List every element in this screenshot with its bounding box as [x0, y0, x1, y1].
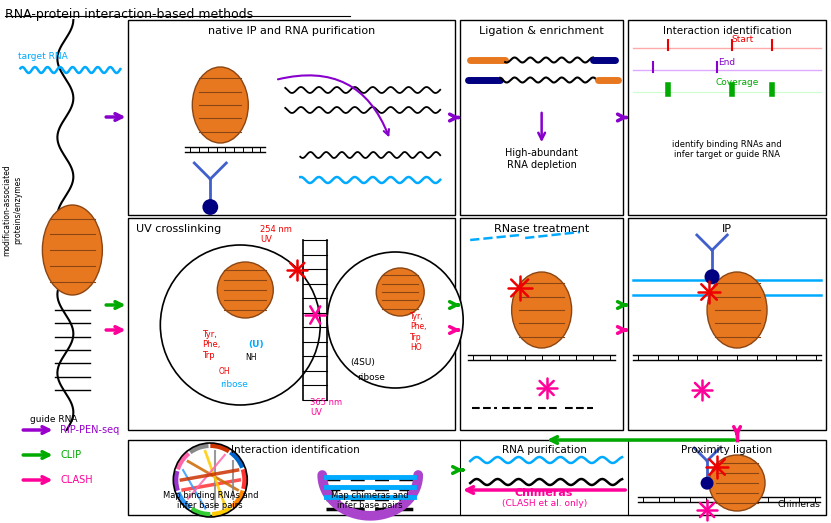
Text: End: End	[719, 58, 735, 67]
Text: (CLASH et al. only): (CLASH et al. only)	[502, 499, 587, 508]
Bar	[628, 20, 826, 215]
Ellipse shape	[217, 262, 273, 318]
Text: UV crosslinking: UV crosslinking	[136, 224, 222, 234]
Circle shape	[327, 252, 463, 388]
Text: Map chimeras and
infer base pairs: Map chimeras and infer base pairs	[332, 491, 409, 510]
Ellipse shape	[376, 268, 424, 316]
Bar	[128, 218, 455, 430]
Circle shape	[203, 200, 218, 214]
Text: Chimeras: Chimeras	[515, 488, 573, 498]
Bar	[460, 218, 623, 430]
Circle shape	[179, 449, 241, 511]
Text: identify binding RNAs and
infer target or guide RNA: identify binding RNAs and infer target o…	[672, 140, 782, 160]
Wedge shape	[190, 507, 210, 517]
Circle shape	[701, 477, 713, 489]
Text: target RNA: target RNA	[18, 52, 68, 61]
Text: Tyr,
Phe,
Trp: Tyr, Phe, Trp	[202, 330, 221, 360]
Text: Interaction identification: Interaction identification	[231, 445, 360, 455]
Wedge shape	[189, 443, 209, 454]
Text: ribose: ribose	[357, 373, 385, 382]
Bar	[460, 20, 623, 215]
Text: RNA purification: RNA purification	[502, 445, 587, 455]
Text: guide RNA: guide RNA	[31, 415, 78, 424]
Text: (4SU): (4SU)	[350, 358, 375, 367]
Text: RNase treatment: RNase treatment	[494, 224, 589, 234]
Text: High-abundant
RNA depletion: High-abundant RNA depletion	[505, 148, 578, 169]
Text: IP: IP	[722, 224, 732, 234]
Wedge shape	[241, 469, 248, 490]
Text: CLIP: CLIP	[61, 450, 81, 460]
Text: CLASH: CLASH	[61, 475, 93, 485]
Wedge shape	[210, 443, 230, 453]
Text: modification-associated
proteins/enzymes: modification-associated proteins/enzymes	[2, 164, 22, 256]
Text: Map binding RNAs and
infer base pairs: Map binding RNAs and infer base pairs	[163, 491, 258, 510]
Wedge shape	[230, 490, 245, 509]
Text: Interaction identification: Interaction identification	[662, 26, 791, 36]
Text: (U): (U)	[248, 340, 264, 349]
Text: native IP and RNA purification: native IP and RNA purification	[208, 26, 376, 36]
Bar	[628, 218, 826, 430]
Ellipse shape	[707, 272, 767, 348]
Text: Start: Start	[731, 35, 753, 44]
Text: NH: NH	[245, 353, 257, 362]
Ellipse shape	[512, 272, 572, 348]
Wedge shape	[176, 492, 191, 510]
Bar	[128, 20, 455, 215]
Text: RNA-protein interaction-based methods: RNA-protein interaction-based methods	[5, 8, 253, 21]
Bar	[128, 440, 826, 515]
Wedge shape	[174, 470, 179, 492]
Text: Tyr,
Phe,
Trp
HO: Tyr, Phe, Trp HO	[411, 312, 426, 352]
Wedge shape	[212, 506, 232, 517]
Wedge shape	[229, 450, 245, 469]
Ellipse shape	[192, 67, 248, 143]
Text: ribose: ribose	[220, 380, 248, 389]
Circle shape	[706, 270, 719, 283]
Text: OH: OH	[219, 367, 230, 376]
Text: Coverage: Coverage	[715, 78, 759, 87]
Text: 254 nm
UV: 254 nm UV	[260, 225, 293, 244]
Text: Ligation & enrichment: Ligation & enrichment	[479, 26, 604, 36]
Text: 365 nm
UV: 365 nm UV	[310, 398, 342, 417]
Text: Chimeras: Chimeras	[777, 500, 820, 509]
Wedge shape	[175, 451, 190, 470]
Ellipse shape	[709, 455, 765, 511]
Circle shape	[160, 245, 320, 405]
Text: RIP-PEN-seq: RIP-PEN-seq	[61, 425, 120, 435]
Ellipse shape	[42, 205, 102, 295]
Text: Proximity ligation: Proximity ligation	[681, 445, 773, 455]
